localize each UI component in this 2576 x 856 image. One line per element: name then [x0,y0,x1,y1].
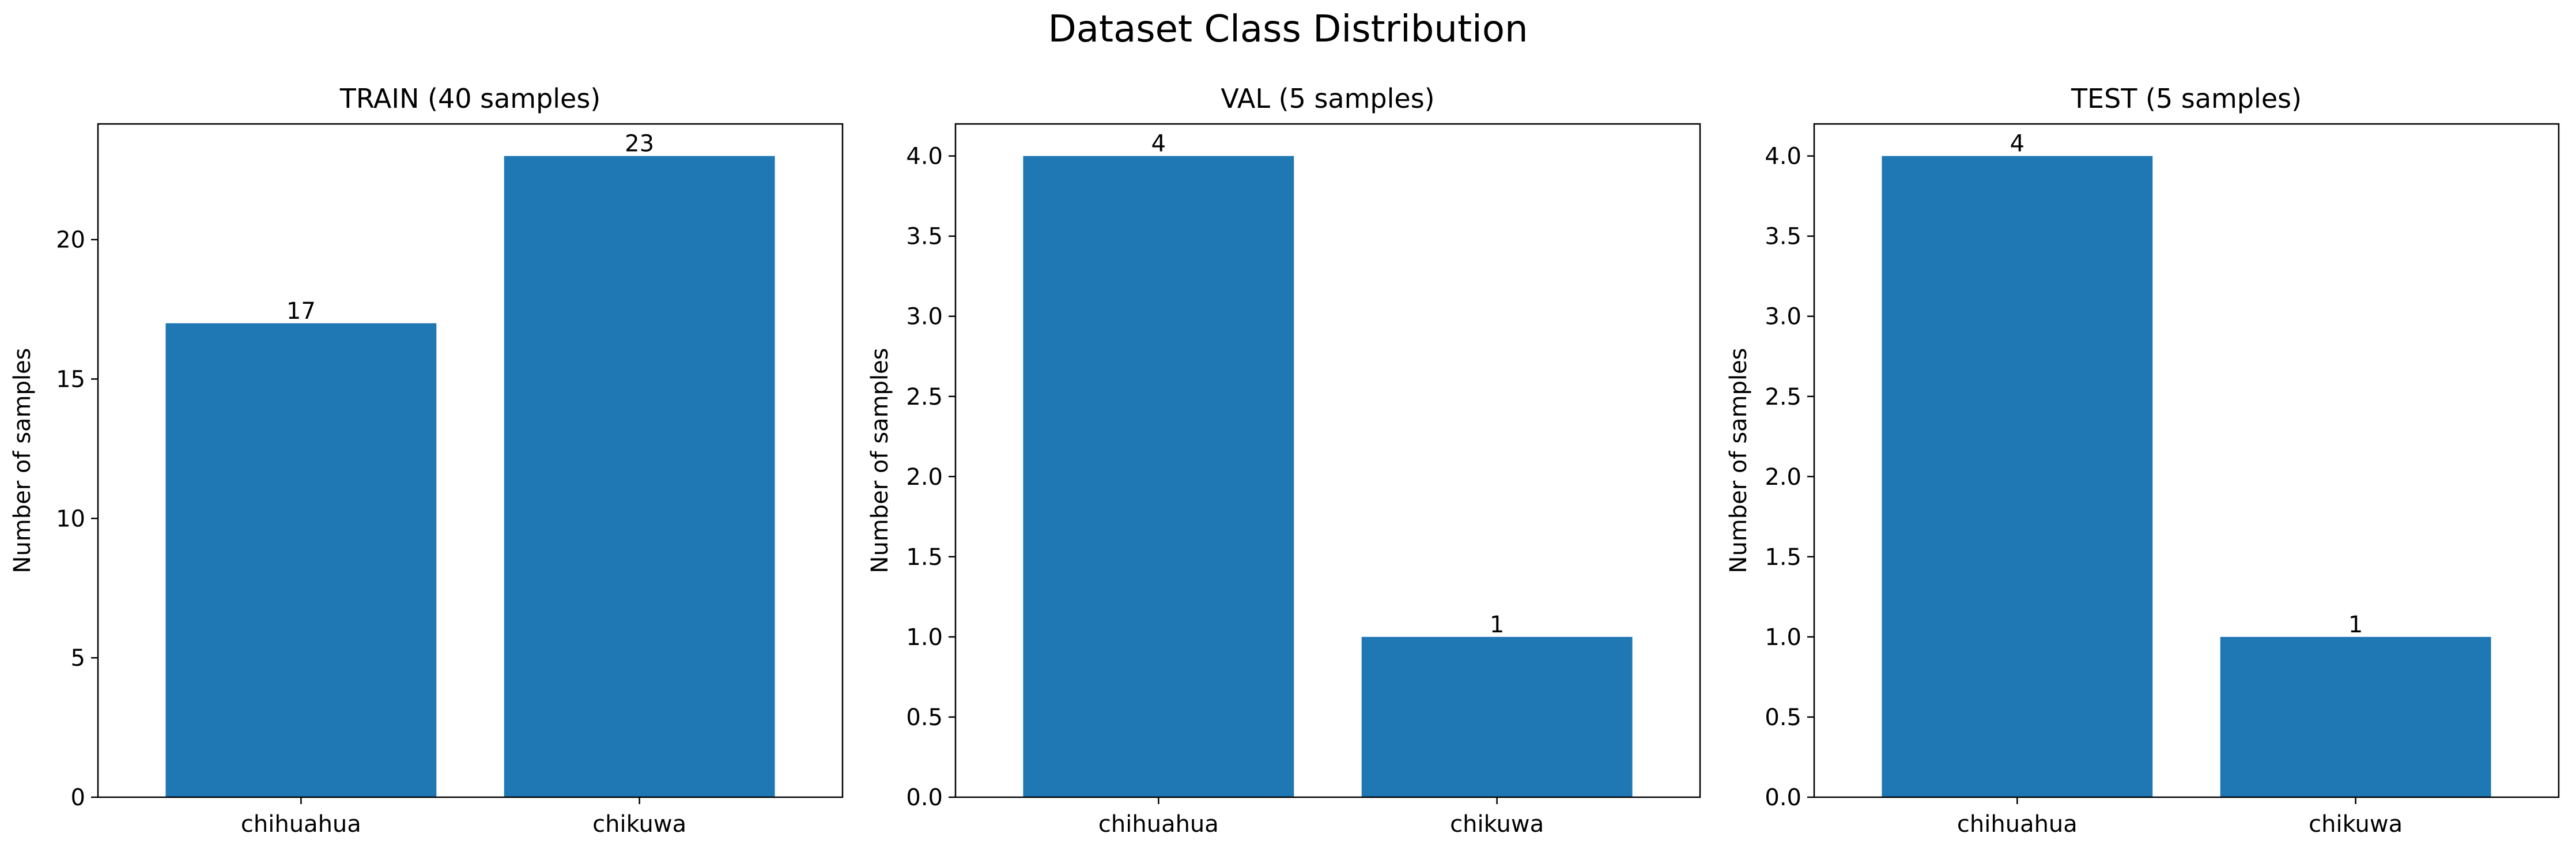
y-tick-label: 3.0 [906,304,943,330]
y-tick-label: 0.5 [906,704,943,731]
x-tick-label: chihuahua [1098,811,1219,838]
y-tick-label: 20 [56,227,85,254]
x-tick-label: chikuwa [592,811,686,838]
y-tick-label: 0.5 [1765,704,1801,731]
y-tick-label: 3.5 [1765,224,1801,250]
y-tick-label: 1.0 [1765,624,1801,651]
y-tick-label: 2.0 [906,464,943,491]
y-tick-label: 0.0 [1765,785,1801,811]
y-tick-label: 0 [71,785,85,811]
bar-chikuwa [2220,636,2491,797]
y-tick-label: 3.5 [906,224,943,250]
bar-chihuahua [1023,156,1294,798]
y-tick-label: 3.0 [1765,304,1801,330]
subplot-title: TRAIN (40 samples) [339,83,601,114]
subplot-2: VAL (5 samples) 4 1 0.0 0.5 1.0 1.5 2.0 2.5 3.0 3.… [867,83,1701,838]
y-tick-label: 2.5 [1765,384,1801,410]
x-tick-label: chikuwa [2309,811,2403,838]
y-axis-label: Number of samples [9,348,36,574]
bar-value-label: 1 [1490,612,1504,638]
y-tick-label: 15 [56,367,85,393]
x-tick-label: chikuwa [1450,811,1544,838]
axes-frame [1813,123,2560,798]
bar-value-label: 4 [1151,131,1166,157]
y-tick-label: 1.5 [1765,544,1801,571]
y-tick-label: 4.0 [906,144,943,170]
bar-value-label: 23 [625,131,654,157]
y-tick-label: 4.0 [1765,144,1801,170]
y-tick-label: 0.0 [906,785,943,811]
subplot-title: VAL (5 samples) [1221,83,1434,114]
subplot-3: TEST (5 samples) 4 1 0.0 0.5 1.0 1.5 2.0 2.5 3.0 3… [1725,83,2560,838]
bar-value-label: 17 [286,298,316,325]
bar-value-label: 4 [2010,131,2024,157]
subplot-1: TRAIN (40 samples) 17 23 0 5 10 15 20 chihuahua c… [9,83,844,838]
subplots: TRAIN (40 samples) 17 23 0 5 10 15 20 chihuahua c… [9,83,2560,838]
y-tick-label: 1.0 [906,624,943,651]
x-tick-label: chihuahua [241,811,361,838]
bar-chikuwa [504,156,775,798]
y-tick-label: 2.0 [1765,464,1801,491]
x-tick-label: chihuahua [1957,811,2078,838]
axes-frame [954,123,1701,798]
bar-chikuwa [1361,636,1633,797]
bar-chihuahua [1882,156,2153,798]
y-axis-label: Number of samples [867,348,893,574]
y-tick-label: 10 [56,506,85,532]
axes-frame [97,123,844,798]
bar-value-label: 1 [2348,612,2363,638]
y-tick-label: 2.5 [906,384,943,410]
subplot-title: TEST (5 samples) [2071,83,2302,114]
bar-chihuahua [165,323,437,797]
y-tick-label: 1.5 [906,544,943,571]
y-tick-label: 5 [71,645,85,672]
figure-title: Dataset Class Distribution [1048,8,1528,51]
y-axis-label: Number of samples [1725,348,1752,574]
